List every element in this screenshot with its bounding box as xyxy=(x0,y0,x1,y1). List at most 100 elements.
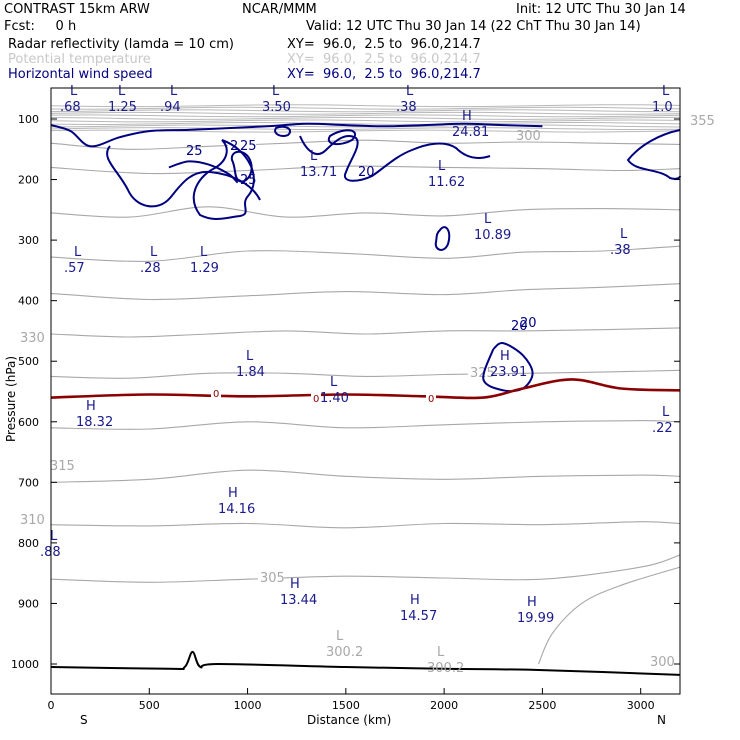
extremum-value: 14.57 xyxy=(400,609,437,624)
wind-label-25: 25 xyxy=(240,173,257,188)
extremum-letter: L xyxy=(330,375,338,390)
wind-contour-20 xyxy=(50,122,543,148)
extremum-value: .88 xyxy=(40,545,61,560)
extremum-value: 3.50 xyxy=(262,100,291,115)
theta-contour-330 xyxy=(50,327,681,338)
extremum-value: 24.81 xyxy=(452,125,489,140)
extremum-value: 1.40 xyxy=(320,391,349,406)
theta-contour-335 xyxy=(50,283,681,301)
extra-contour-label: 25 xyxy=(186,144,203,159)
stratosphere-theta-line xyxy=(50,114,681,118)
extremum-letter: L xyxy=(200,245,208,260)
stratosphere-theta-line xyxy=(50,127,681,131)
axes: 0 500 1000 1500 2000 2500 30001002003004005006… xyxy=(11,113,680,712)
theta-label-bg xyxy=(258,571,284,585)
extremum-letter: H xyxy=(500,349,510,364)
south-end-label: S xyxy=(80,713,88,727)
field-xy-wind: XY= 96.0, 2.5 to 96.0,214.7 xyxy=(287,67,481,82)
theta-contour-325 xyxy=(50,369,681,379)
theta-contour-labels: 3553553503503503453453453453403403353353… xyxy=(18,114,715,670)
theta-contour-310 xyxy=(50,521,681,529)
extremum-value: .94 xyxy=(160,100,181,115)
zero-label-bg xyxy=(311,393,321,404)
extremum-letter: L xyxy=(70,84,78,99)
zero-label-bg xyxy=(211,388,221,399)
field-xy-reflectivity: XY= 96.0, 2.5 to 96.0,214.7 xyxy=(287,37,481,52)
stratosphere-theta-band xyxy=(50,104,681,133)
north-end-label: N xyxy=(657,713,666,727)
wind-jet-core xyxy=(274,125,292,138)
wind-jet-core xyxy=(327,129,357,146)
theta-label-300: 300 xyxy=(650,655,675,670)
x-tick-label: 0 xyxy=(48,699,55,712)
extremum-value: 19.99 xyxy=(517,611,554,626)
theta-label-bg xyxy=(648,655,674,669)
extremum-letter: L xyxy=(437,645,445,660)
theta-contours xyxy=(50,139,681,665)
fcst-label: Fcst: 0 h xyxy=(4,19,76,34)
wind-speed-contours: 20202020252520 xyxy=(50,122,681,393)
extremum-value: 1.0 xyxy=(652,100,673,115)
extremum-letter: L xyxy=(438,159,446,174)
terrain-surface xyxy=(50,650,681,676)
extra-contour-label: 20 xyxy=(511,319,528,334)
extremum-letter: L xyxy=(150,245,158,260)
y-tick-label: 500 xyxy=(18,355,39,368)
x-tick-label: 3000 xyxy=(627,699,655,712)
extremum-letter: L xyxy=(484,212,492,227)
extremum-value: .57 xyxy=(64,261,85,276)
center-label: NCAR/MMM xyxy=(242,2,317,17)
extremum-value: 10.89 xyxy=(474,228,511,243)
x-tick-label: 2000 xyxy=(430,699,458,712)
extremum-letter: L xyxy=(118,84,126,99)
extremum-value: 300.2 xyxy=(427,661,464,676)
theta-contour-355 xyxy=(50,139,681,150)
theta-contour-315 xyxy=(50,469,681,483)
stratosphere-theta-line xyxy=(50,121,681,125)
theta-contour-345 xyxy=(50,206,681,218)
theta-contour-320 xyxy=(50,420,681,430)
extremum-letter: H xyxy=(290,577,300,592)
extremum-letter: L xyxy=(170,84,178,99)
extremum-value: 13.71 xyxy=(300,165,337,180)
extremum-letter: H xyxy=(86,399,96,414)
extremum-value: 1.84 xyxy=(236,365,265,380)
stratosphere-theta-line xyxy=(50,119,681,123)
field-xy-theta: XY= 96.0, 2.5 to 96.0,214.7 xyxy=(287,52,481,67)
extremum-value: .38 xyxy=(610,243,631,258)
extremum-value: .68 xyxy=(60,100,81,115)
extremum-value: 1.29 xyxy=(190,261,219,276)
extremum-letter: H xyxy=(462,109,472,124)
stratosphere-theta-line xyxy=(50,104,681,108)
theta-label-bg xyxy=(468,366,494,380)
extremum-value: 23.91 xyxy=(490,365,527,380)
theta-label-bg xyxy=(48,459,74,473)
zero-label: 0 xyxy=(428,394,434,405)
x-tick-label: 2500 xyxy=(528,699,556,712)
extremum-value: .38 xyxy=(396,100,417,115)
theta-contour-350 xyxy=(50,165,681,175)
x-tick-label: 1500 xyxy=(332,699,360,712)
zero-label: 0 xyxy=(213,389,219,400)
y-tick-label: 600 xyxy=(18,416,39,429)
extremum-letter: L xyxy=(336,629,344,644)
theta-label-315: 315 xyxy=(50,459,75,474)
zero-label: 0 xyxy=(313,394,319,405)
wind-zero-line xyxy=(50,378,681,400)
extremum-letter: L xyxy=(74,245,82,260)
theta-label-355: 355 xyxy=(690,114,715,129)
y-tick-label: 400 xyxy=(18,295,39,308)
wind-label-bg xyxy=(238,139,256,153)
extremum-letter: L xyxy=(272,84,280,99)
y-tick-label: 700 xyxy=(18,476,39,489)
theta-label-305: 305 xyxy=(260,571,285,586)
stratosphere-theta-line xyxy=(50,106,681,110)
wind-label-bg xyxy=(518,316,536,330)
extremum-letter: L xyxy=(406,84,414,99)
wind-jet-core xyxy=(434,226,451,251)
wind-jet-core xyxy=(230,150,253,183)
init-label: Init: 12 UTC Thu 30 Jan 14 xyxy=(516,2,686,17)
wind-jet-core xyxy=(106,145,261,208)
